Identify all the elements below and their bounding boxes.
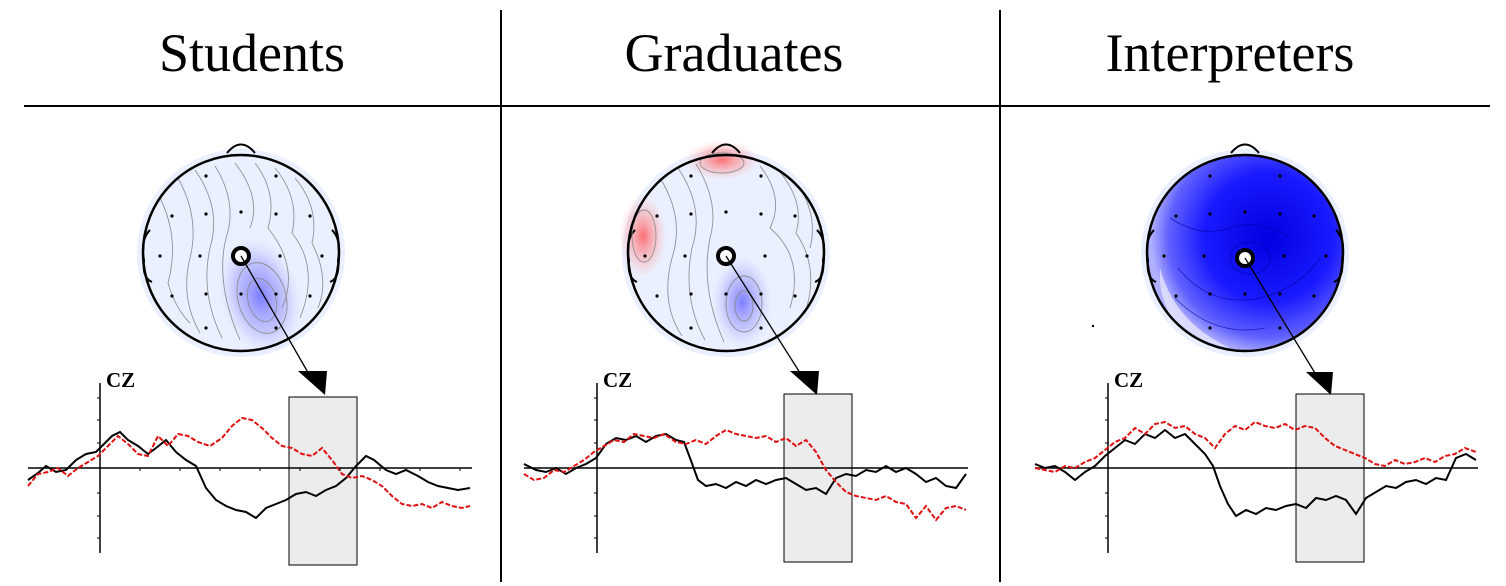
arrow-to-window [240, 255, 327, 395]
erp-plot: CZ [1034, 368, 1478, 563]
column-divider-2 [999, 10, 1001, 582]
interpreters-figure: CZ [1034, 143, 1478, 563]
arrow-to-window [1244, 257, 1333, 395]
panel-graduates: CZ [500, 108, 1000, 584]
time-window [783, 393, 853, 563]
channel-label: CZ [1114, 368, 1143, 392]
channel-label: CZ [106, 368, 135, 392]
panel-students: CZ [0, 108, 500, 584]
channel-label: CZ [603, 368, 632, 392]
students-figure: CZ [27, 143, 472, 566]
topomap-head [1091, 143, 1349, 357]
title-graduates: Graduates [624, 23, 844, 83]
graduates-figure: CZ [523, 140, 968, 563]
header-divider [24, 105, 1490, 107]
topomap-head [137, 143, 345, 357]
arrow-to-window [725, 255, 819, 395]
title-interpreters: Interpreters [1105, 23, 1355, 83]
erp-plot: CZ [27, 368, 472, 566]
column-divider-1 [500, 10, 502, 582]
time-window [288, 396, 358, 566]
topomap-head [619, 140, 830, 357]
erp-plot: CZ [523, 368, 968, 563]
panel-interpreters: CZ [1000, 108, 1500, 584]
time-window [1295, 393, 1365, 563]
title-students: Students [158, 23, 346, 83]
